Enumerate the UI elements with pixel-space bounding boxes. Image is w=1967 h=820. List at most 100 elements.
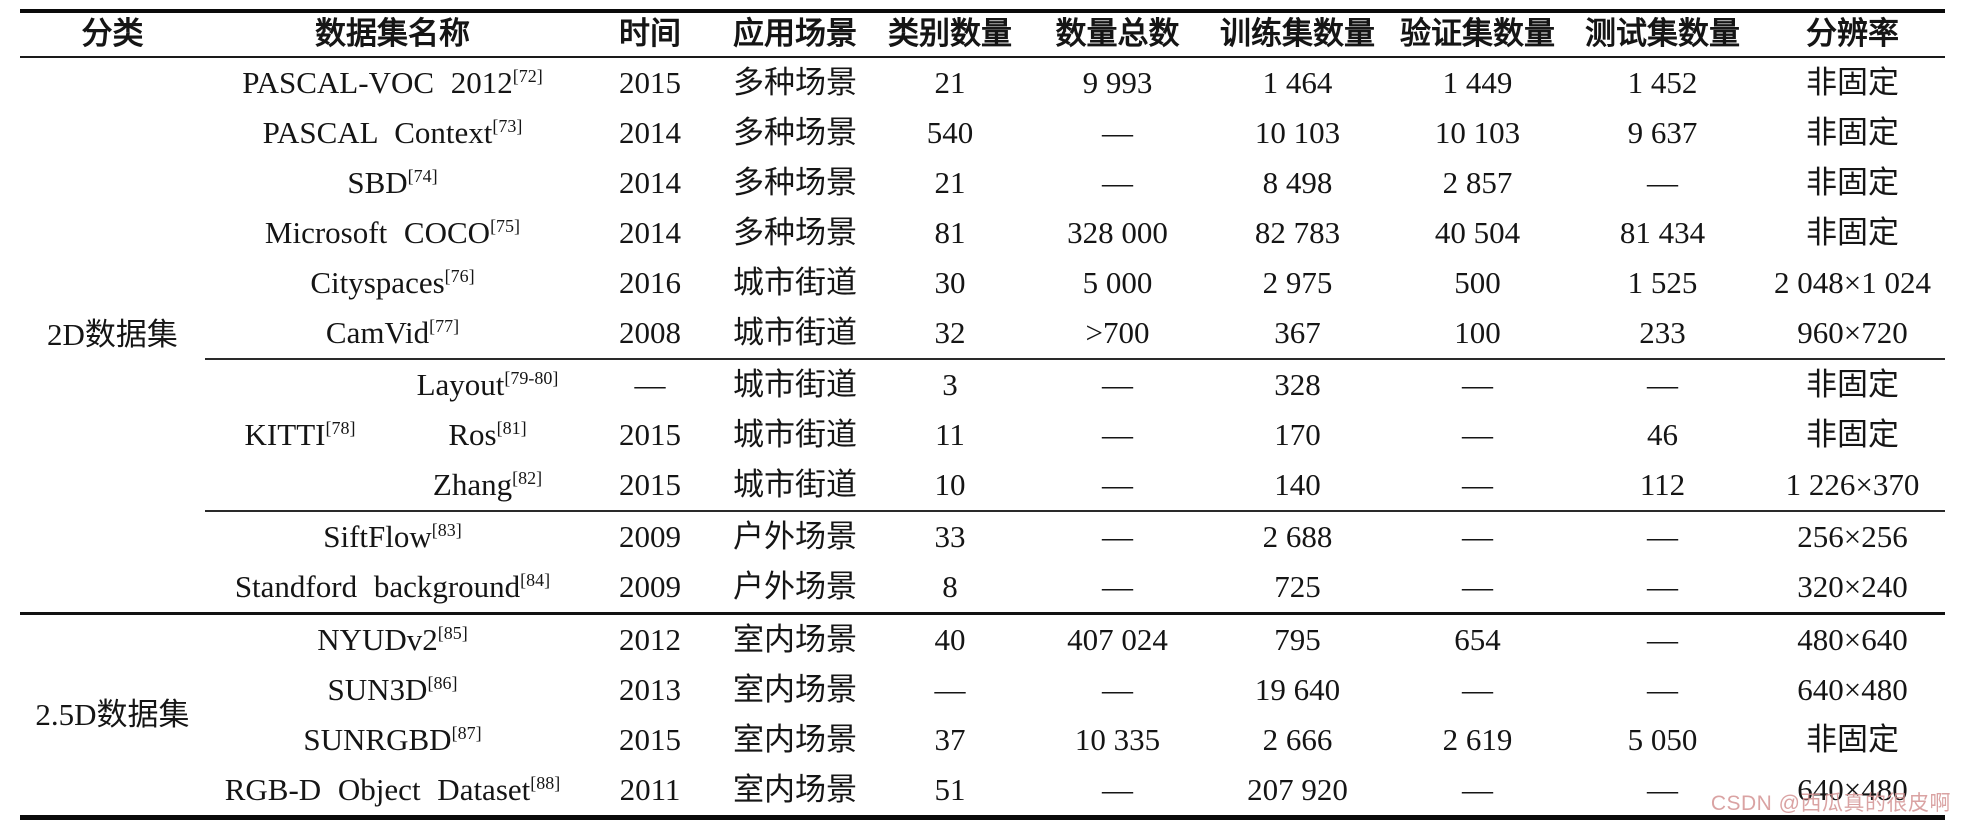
- dataset-name-cell: CamVid[77]: [325, 314, 460, 350]
- test-count-cell: 9 637: [1627, 114, 1698, 150]
- class-count-cell: 3: [870, 358, 1030, 410]
- reference-superscript: [88]: [530, 772, 561, 793]
- year-cell: 2014: [619, 214, 681, 250]
- dataset-name-cell: Cityspaces[76]: [310, 264, 475, 300]
- dataset-name-cell: RGB-D Object Dataset[88]: [224, 771, 561, 807]
- table-row: Microsoft COCO[75] 2014 多种场景 81 328 000 82 78…: [20, 208, 1945, 258]
- reference-superscript: [84]: [520, 569, 551, 590]
- column-header-8: 验证集数量: [1390, 11, 1565, 58]
- val-count-cell: 500: [1454, 264, 1501, 300]
- class-count-cell: 33: [870, 510, 1030, 562]
- train-count-cell: 1 464: [1262, 64, 1333, 100]
- total-count-cell: —: [1030, 358, 1205, 410]
- total-count-cell: —: [1030, 510, 1205, 562]
- class-count-cell: —: [934, 671, 966, 707]
- val-count-cell: 40 504: [1434, 214, 1521, 250]
- train-count-cell: 19 640: [1254, 671, 1341, 707]
- column-header-5: 类别数量: [870, 11, 1030, 58]
- class-count-cell: 32: [934, 314, 966, 350]
- year-cell: 2009: [619, 568, 681, 604]
- test-count-cell: —: [1647, 164, 1678, 200]
- test-count-cell: —: [1565, 358, 1760, 410]
- year-cell: 2008: [619, 314, 681, 350]
- resolution-cell: 非固定: [1806, 721, 1899, 757]
- class-count-cell: 21: [934, 164, 966, 200]
- total-count-cell: >700: [1085, 314, 1150, 350]
- total-count-cell: —: [1102, 416, 1133, 452]
- train-count-cell: 2 975: [1262, 264, 1333, 300]
- table-row: Standford background[84] 2009 户外场景 8 — 725 — — 3…: [20, 562, 1945, 614]
- scene-cell: 室内场景: [720, 612, 870, 665]
- val-count-cell: —: [1462, 416, 1493, 452]
- reference-superscript: [79-80]: [504, 367, 559, 388]
- reference-superscript: [75]: [490, 215, 521, 236]
- test-count-cell: 81 434: [1619, 214, 1706, 250]
- resolution-cell: 256×256: [1760, 510, 1945, 562]
- test-count-cell: —: [1647, 568, 1678, 604]
- test-count-cell: —: [1647, 771, 1678, 807]
- scene-cell: 城市街道: [733, 264, 857, 300]
- class-count-cell: 81: [934, 214, 966, 250]
- train-count-cell: 795: [1205, 612, 1390, 665]
- dataset-subname-cell: Ros[81]: [448, 416, 527, 452]
- table-row: Cityspaces[76] 2016 城市街道 30 5 000 2 975 500 1 5…: [20, 258, 1945, 308]
- train-count-cell: 10 103: [1254, 114, 1341, 150]
- resolution-cell: 320×240: [1797, 568, 1908, 604]
- reference-superscript: [85]: [437, 622, 468, 643]
- resolution-cell: 非固定: [1806, 214, 1899, 250]
- table-row: SiftFlow[83] 2009 户外场景 33—2 688— —256×256: [20, 510, 1945, 562]
- test-count-cell: 1 525: [1627, 264, 1698, 300]
- scene-cell: 室内场景: [733, 671, 857, 707]
- category-cell: 2D数据集: [47, 316, 178, 352]
- scene-cell: 室内场景: [733, 771, 857, 807]
- test-count-cell: 112: [1639, 466, 1686, 502]
- dataset-subname-cell: Zhang[82]: [432, 466, 543, 502]
- dataset-name-cell: PASCAL-VOC 2012[72]: [242, 64, 543, 100]
- test-count-cell: 46: [1647, 416, 1678, 452]
- val-count-cell: —: [1462, 671, 1493, 707]
- val-count-cell: 2 857: [1442, 164, 1513, 200]
- table-row: SUNRGBD[87] 2015 室内场景 37 10 335 2 666 2 619 5 0…: [20, 715, 1945, 765]
- val-count-cell: 100: [1454, 314, 1501, 350]
- scene-cell: 多种场景: [733, 164, 857, 200]
- resolution-cell: 非固定: [1806, 164, 1899, 200]
- val-count-cell: 2 619: [1442, 721, 1513, 757]
- year-cell: 2009: [580, 510, 720, 562]
- total-count-cell: 407 024: [1030, 612, 1205, 665]
- table-row: CamVid[77] 2008 城市街道 32 >700 367 100 233 960×720: [20, 308, 1945, 359]
- dataset-name-cell: PASCAL Context[73]: [262, 114, 523, 150]
- dataset-name-cell: SiftFlow[83]: [205, 510, 580, 562]
- val-count-cell: 1 449: [1442, 64, 1513, 100]
- year-cell: 2016: [619, 264, 681, 300]
- class-count-cell: 540: [926, 114, 974, 150]
- scene-cell: 室内场景: [733, 721, 857, 757]
- scene-cell: 城市街道: [720, 358, 870, 410]
- resolution-cell: 非固定: [1806, 416, 1899, 452]
- train-count-cell: 82 783: [1254, 214, 1341, 250]
- train-count-cell: 2 666: [1262, 721, 1333, 757]
- table-row: PASCAL Context[73] 2014 多种场景 540 — 10 103 10 1…: [20, 108, 1945, 158]
- total-count-cell: —: [1102, 671, 1133, 707]
- dataset-name-cell: SBD[74]: [347, 164, 438, 200]
- resolution-cell: 非固定: [1806, 114, 1899, 150]
- scene-cell: 城市街道: [733, 314, 857, 350]
- column-header-7: 训练集数量: [1205, 11, 1390, 58]
- year-cell: 2015: [619, 64, 681, 100]
- total-count-cell: 9 993: [1082, 64, 1153, 100]
- year-cell: 2015: [619, 466, 681, 502]
- scene-cell: 多种场景: [733, 214, 857, 250]
- table-row: KITTI[78] Layout[79-80] — 城市街道 3—328— — 非固定: [20, 358, 1945, 511]
- scene-cell: 多种场景: [733, 64, 857, 100]
- test-count-cell: —: [1647, 671, 1678, 707]
- resolution-cell: 非固定: [1760, 358, 1945, 410]
- dataset-group-cell: KITTI[78]: [205, 358, 395, 511]
- category-cell: 2.5D数据集: [20, 612, 205, 818]
- class-count-cell: 21: [934, 64, 966, 100]
- total-count-cell: —: [1102, 114, 1133, 150]
- dataset-name-cell: SUNRGBD[87]: [303, 721, 482, 757]
- reference-superscript: [78]: [325, 417, 356, 438]
- total-count-cell: —: [1102, 568, 1133, 604]
- total-count-cell: 328 000: [1067, 214, 1168, 250]
- class-count-cell: 8: [942, 568, 958, 604]
